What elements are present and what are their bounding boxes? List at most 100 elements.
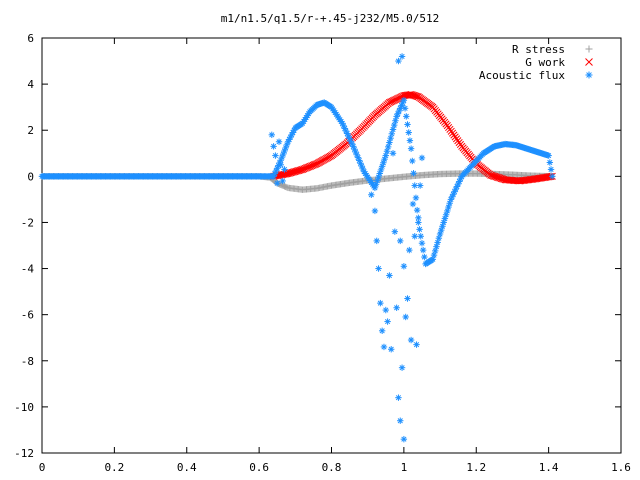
star-mark-d2 bbox=[403, 314, 409, 320]
star-mark-d2 bbox=[546, 152, 552, 159]
star-mark-d2 bbox=[379, 328, 385, 334]
data-point bbox=[400, 435, 408, 443]
star-mark-d2 bbox=[397, 418, 403, 424]
data-point bbox=[418, 239, 426, 247]
data-point bbox=[402, 313, 409, 321]
y-tick-label: -8 bbox=[21, 355, 34, 368]
data-point bbox=[430, 251, 438, 259]
data-point bbox=[492, 173, 500, 181]
cross-mark-b bbox=[295, 166, 303, 175]
data-point bbox=[549, 173, 556, 180]
star-mark-d2 bbox=[390, 150, 396, 156]
star-mark-d2 bbox=[403, 113, 409, 119]
data-point bbox=[487, 171, 495, 179]
data-point bbox=[377, 299, 384, 307]
data-point bbox=[405, 129, 412, 136]
star-mark-d2 bbox=[353, 149, 359, 155]
star-mark-d2 bbox=[395, 58, 402, 64]
star-mark-d2 bbox=[368, 192, 374, 198]
data-point bbox=[270, 143, 277, 150]
cross-mark-b bbox=[496, 174, 504, 182]
data-point bbox=[495, 174, 503, 182]
data-marks bbox=[38, 53, 556, 443]
data-point bbox=[384, 318, 391, 325]
data-point bbox=[384, 143, 392, 151]
data-point bbox=[287, 169, 295, 177]
star-mark-d2 bbox=[418, 233, 424, 239]
data-point bbox=[416, 226, 423, 233]
star-mark-d2 bbox=[388, 346, 394, 352]
y-tick-label: -12 bbox=[14, 447, 34, 460]
star-mark-d2 bbox=[384, 318, 391, 325]
data-point bbox=[398, 53, 406, 60]
cross-mark-b bbox=[293, 167, 301, 175]
data-point bbox=[454, 180, 462, 188]
star-mark-d2 bbox=[383, 307, 389, 313]
data-point bbox=[489, 172, 497, 180]
star-mark-d2 bbox=[404, 121, 411, 128]
data-point bbox=[404, 295, 411, 302]
data-point bbox=[291, 168, 299, 176]
data-point bbox=[395, 57, 402, 65]
data-point bbox=[434, 239, 441, 246]
data-point bbox=[400, 97, 408, 104]
data-point bbox=[389, 126, 397, 133]
data-point bbox=[412, 92, 420, 100]
star-mark-d2 bbox=[281, 166, 288, 173]
data-point bbox=[280, 150, 287, 158]
y-tick-label: 6 bbox=[27, 32, 34, 45]
data-point bbox=[397, 417, 404, 424]
star-mark-d2 bbox=[394, 305, 400, 311]
star-mark-d2 bbox=[354, 152, 360, 158]
star-mark-d2 bbox=[276, 139, 282, 145]
data-point bbox=[547, 166, 555, 173]
star-mark-d2 bbox=[272, 152, 279, 159]
y-tick-label: -2 bbox=[21, 216, 34, 229]
data-point bbox=[403, 113, 410, 120]
star-mark-d2 bbox=[357, 160, 364, 166]
x-tick-label: 0 bbox=[39, 461, 46, 474]
data-point bbox=[433, 243, 440, 250]
star-mark-d2 bbox=[345, 133, 351, 139]
star-mark-d2 bbox=[410, 201, 416, 207]
cross-mark-b bbox=[495, 174, 503, 182]
data-point bbox=[416, 182, 424, 189]
star-mark-d2 bbox=[415, 215, 421, 221]
data-point bbox=[386, 139, 393, 146]
star-mark-d2 bbox=[349, 141, 355, 147]
star-mark-d2 bbox=[420, 247, 426, 253]
legend-label: R stress bbox=[512, 43, 565, 56]
cross-mark-b bbox=[585, 58, 593, 66]
data-point bbox=[488, 172, 496, 180]
data-point bbox=[272, 152, 279, 159]
star-mark-d2 bbox=[359, 163, 365, 169]
y-tick-label: -6 bbox=[21, 309, 34, 322]
star-mark-d2 bbox=[392, 229, 398, 235]
data-point bbox=[293, 167, 301, 175]
star-mark-d2 bbox=[356, 157, 362, 164]
star-mark-d2 bbox=[410, 170, 417, 176]
cross-mark-b bbox=[489, 172, 497, 180]
data-point bbox=[395, 394, 402, 401]
legend-label: G work bbox=[525, 56, 565, 69]
x-tick-label: 0.4 bbox=[177, 461, 197, 474]
star-mark-d2 bbox=[414, 207, 420, 213]
cross-mark-b bbox=[412, 92, 420, 100]
star-mark-d2 bbox=[347, 136, 353, 142]
data-point bbox=[398, 364, 406, 371]
star-mark-d2 bbox=[386, 272, 392, 279]
data-point bbox=[388, 130, 396, 138]
legend-marker bbox=[585, 58, 593, 66]
star-mark-d2 bbox=[408, 337, 414, 343]
star-mark-d2 bbox=[547, 159, 553, 166]
cross-mark-b bbox=[408, 91, 416, 99]
data-point bbox=[545, 152, 552, 159]
y-tick-label: 2 bbox=[27, 124, 34, 137]
star-mark-d2 bbox=[409, 158, 415, 164]
cross-mark-b bbox=[497, 174, 505, 183]
cross-mark-b bbox=[493, 173, 501, 181]
data-point bbox=[383, 148, 391, 155]
star-mark-d2 bbox=[374, 238, 380, 244]
cross-mark-b bbox=[488, 172, 496, 180]
